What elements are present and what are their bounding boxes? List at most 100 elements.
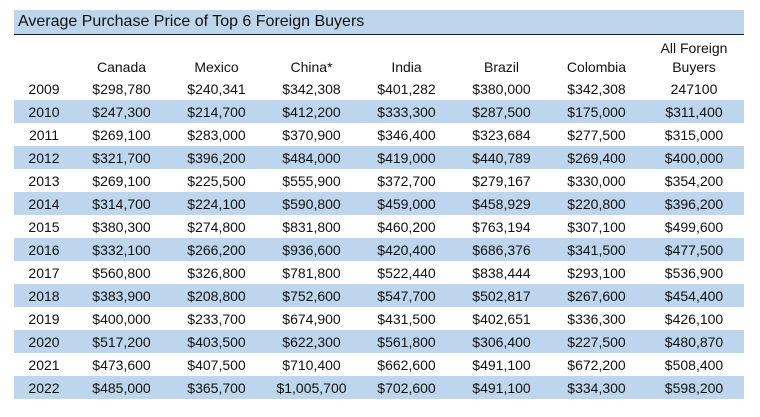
price-cell: $491,100	[472, 356, 531, 373]
year-cell: 2012	[28, 149, 60, 166]
column-header: China*	[290, 59, 333, 75]
price-cell: $547,700	[377, 287, 436, 304]
price-cell: $555,900	[282, 172, 341, 189]
price-cell: $266,200	[187, 241, 246, 258]
price-cell: $396,200	[187, 149, 246, 166]
year-cell: 2013	[28, 172, 60, 189]
price-cell: $508,400	[664, 356, 724, 373]
price-cell: $473,600	[92, 356, 151, 373]
price-cell: $838,444	[472, 264, 531, 281]
price-cell: $590,800	[282, 195, 341, 212]
price-cell: $267,600	[567, 287, 626, 304]
price-cell: $380,300	[92, 218, 151, 235]
price-cell: $372,700	[377, 172, 436, 189]
year-cell: 2010	[28, 103, 60, 120]
table-row: 2015 $380,300 $274,800 $831,800 $460,200 $763…	[14, 215, 744, 238]
price-cell: $400,000	[92, 310, 151, 327]
table-row: 2018 $383,900 $208,800 $752,600 $547,700 $502…	[14, 284, 744, 307]
column-header: Brazil	[483, 59, 519, 75]
price-cell: $459,000	[377, 195, 436, 212]
price-cell: $662,600	[377, 356, 436, 373]
column-header: Colombia	[566, 59, 627, 75]
table-row: 2021 $473,600 $407,500 $710,400 $662,600 $491…	[14, 353, 744, 376]
table-row: 2017 $560,800 $326,800 $781,800 $522,440 $838…	[14, 261, 744, 284]
price-cell: $484,000	[282, 149, 341, 166]
price-cell: $354,200	[664, 172, 724, 189]
price-cell: $334,300	[567, 379, 626, 396]
price-cell: $175,000	[567, 103, 626, 120]
table-row: 2019 $400,000 $233,700 $674,900 $431,500 $402…	[14, 307, 744, 330]
price-cell: $383,900	[92, 287, 151, 304]
column-header: All Foreign Buyers	[660, 40, 728, 75]
year-cell: 2020	[28, 333, 60, 350]
price-cell: $370,900	[282, 126, 341, 143]
year-cell: 2022	[28, 379, 60, 396]
price-cell: $460,200	[377, 218, 436, 235]
price-cell: $336,300	[567, 310, 626, 327]
price-cell: $321,700	[92, 149, 151, 166]
price-cell: $269,400	[567, 149, 626, 166]
price-cell: $426,100	[664, 310, 724, 327]
price-cell: $274,800	[187, 218, 246, 235]
price-cell: $240,341	[187, 80, 246, 97]
price-cell: $412,200	[282, 103, 341, 120]
table-row: 2022 $485,000 $365,700 $1,005,700 $702,600 $4…	[14, 376, 744, 399]
price-cell: $419,000	[377, 149, 436, 166]
year-cell: 2016	[28, 241, 60, 258]
year-cell: 2015	[28, 218, 60, 235]
price-cell: $710,400	[282, 356, 341, 373]
price-cell: $454,400	[664, 287, 724, 304]
price-cell: $561,800	[377, 333, 436, 350]
price-cell: $293,100	[567, 264, 626, 281]
price-cell: $333,300	[377, 103, 436, 120]
price-cell: $341,500	[567, 241, 626, 258]
price-cell: $781,800	[282, 264, 341, 281]
price-cell: $560,800	[92, 264, 151, 281]
year-cell: 2014	[28, 195, 60, 212]
price-cell: $480,870	[664, 333, 724, 350]
price-cell: $702,600	[377, 379, 436, 396]
price-cell: $298,780	[92, 80, 151, 97]
header-row: Canada Mexico China* India Brazil Colombia All…	[14, 35, 744, 77]
year-cell: 2021	[28, 356, 60, 373]
year-cell: 2018	[28, 287, 60, 304]
purchase-price-table-container: Average Purchase Price of Top 6 Foreign …	[14, 10, 744, 399]
price-cell: $403,500	[187, 333, 246, 350]
year-cell: 2009	[28, 80, 60, 97]
price-cell: $279,167	[472, 172, 531, 189]
price-cell: $420,400	[377, 241, 436, 258]
price-cell: $342,308	[567, 80, 626, 97]
price-cell: $536,900	[664, 264, 724, 281]
price-cell: $1,005,700	[276, 379, 347, 396]
year-cell: 2011	[28, 126, 60, 143]
table-row: 2014 $314,700 $224,100 $590,800 $459,000 $458…	[14, 192, 744, 215]
price-cell: $214,700	[187, 103, 246, 120]
price-cell: $314,700	[92, 195, 151, 212]
year-cell: 2019	[28, 310, 60, 327]
price-cell: $306,400	[472, 333, 531, 350]
price-cell: $287,500	[472, 103, 531, 120]
price-cell: $283,000	[187, 126, 246, 143]
price-cell: $269,100	[92, 172, 151, 189]
price-cell: $365,700	[187, 379, 246, 396]
price-cell: $402,651	[472, 310, 531, 327]
price-cell: $224,100	[187, 195, 246, 212]
price-cell: $674,900	[282, 310, 341, 327]
price-cell: $440,789	[472, 149, 531, 166]
price-cell: 247100	[670, 80, 718, 97]
table-row: 2012 $321,700 $396,200 $484,000 $419,000 $440…	[14, 146, 744, 169]
price-cell: $763,194	[472, 218, 531, 235]
price-cell: $269,100	[92, 126, 151, 143]
price-cell: $407,500	[187, 356, 246, 373]
price-cell: $458,929	[472, 195, 531, 212]
price-cell: $396,200	[664, 195, 724, 212]
price-cell: $307,100	[567, 218, 626, 235]
price-cell: $401,282	[377, 80, 436, 97]
price-cell: $491,100	[472, 379, 531, 396]
column-header: India	[391, 59, 422, 75]
price-cell: $208,800	[187, 287, 246, 304]
price-cell: $517,200	[92, 333, 151, 350]
column-header: Mexico	[194, 59, 239, 75]
year-cell: 2017	[28, 264, 60, 281]
price-cell: $485,000	[92, 379, 151, 396]
